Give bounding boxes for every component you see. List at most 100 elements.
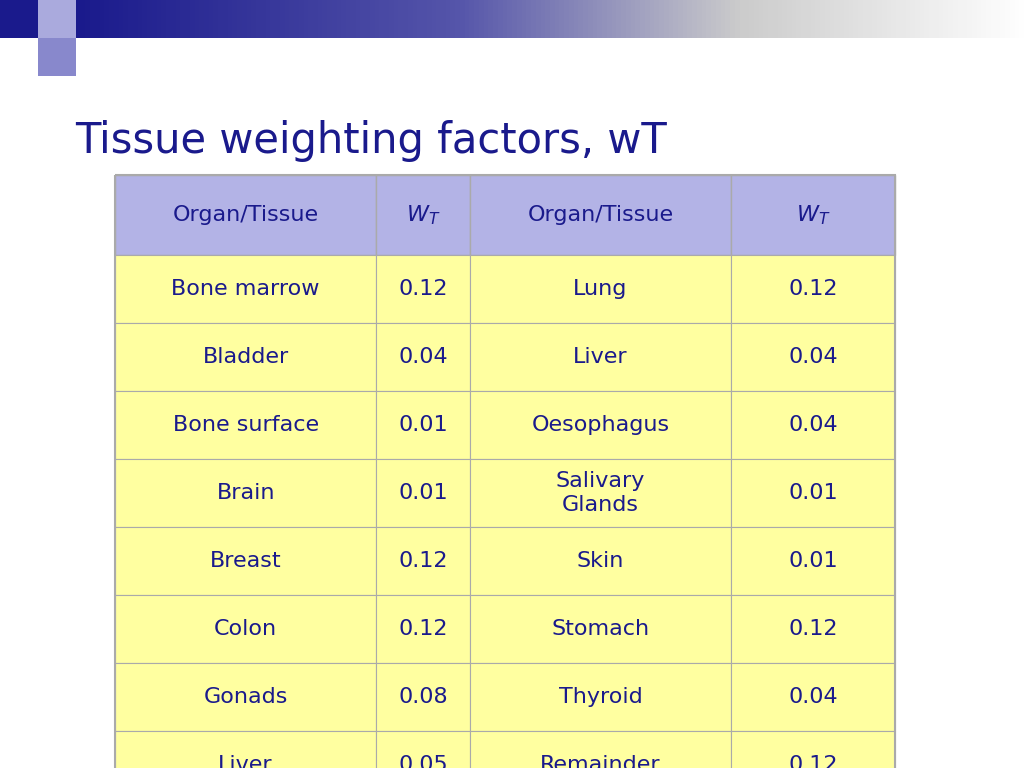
Text: Bone marrow: Bone marrow (171, 279, 319, 299)
Bar (376, 731, 470, 768)
Bar (99, 0, 105, 38)
Bar (137, 0, 143, 38)
Bar (731, 459, 895, 527)
Text: Bladder: Bladder (203, 347, 289, 367)
Bar (242, 0, 248, 38)
Bar (115, 255, 376, 323)
Bar (418, 0, 423, 38)
Text: Colon: Colon (214, 619, 278, 639)
Bar (967, 0, 973, 38)
Bar (815, 0, 821, 38)
Text: 0.01: 0.01 (398, 483, 447, 503)
Bar (376, 255, 470, 323)
Bar (584, 0, 589, 38)
Bar (95, 0, 100, 38)
Bar (739, 0, 745, 38)
Bar (470, 323, 731, 391)
Text: Oesophagus: Oesophagus (531, 415, 670, 435)
Bar (494, 0, 499, 38)
Bar (115, 595, 376, 663)
Bar (731, 175, 895, 255)
Bar (545, 0, 551, 38)
Bar (910, 0, 916, 38)
Bar (531, 0, 537, 38)
Bar (901, 0, 906, 38)
Bar (507, 0, 513, 38)
Bar (829, 0, 836, 38)
Bar (195, 0, 201, 38)
Bar (878, 0, 883, 38)
Text: 0.12: 0.12 (398, 619, 447, 639)
Bar (602, 0, 608, 38)
Bar (867, 0, 873, 38)
Bar (882, 0, 888, 38)
Bar (792, 0, 798, 38)
Bar (597, 0, 603, 38)
Bar (469, 0, 475, 38)
Bar (200, 0, 205, 38)
Bar (654, 0, 660, 38)
Bar (616, 0, 623, 38)
Bar (863, 0, 868, 38)
Bar (479, 0, 484, 38)
Bar (376, 175, 470, 255)
Bar (218, 0, 224, 38)
Bar (972, 0, 978, 38)
Bar (1005, 0, 1011, 38)
Bar (777, 0, 783, 38)
Bar (256, 0, 262, 38)
Bar (166, 0, 172, 38)
Bar (607, 0, 612, 38)
Text: 0.05: 0.05 (398, 755, 447, 768)
Text: Remainder: Remainder (541, 755, 660, 768)
Bar (1010, 0, 1016, 38)
Bar (379, 0, 385, 38)
Bar (470, 595, 731, 663)
Bar (441, 0, 446, 38)
Bar (474, 0, 480, 38)
Bar (0, 0, 38, 38)
Text: Skin: Skin (577, 551, 625, 571)
Text: 0.08: 0.08 (398, 687, 447, 707)
Bar (115, 527, 376, 595)
Text: Organ/Tissue: Organ/Tissue (173, 205, 318, 225)
Bar (697, 0, 702, 38)
Bar (569, 0, 574, 38)
Bar (456, 0, 461, 38)
Bar (550, 0, 556, 38)
Bar (124, 0, 129, 38)
Bar (744, 0, 750, 38)
Text: 0.01: 0.01 (398, 415, 447, 435)
Bar (711, 0, 717, 38)
Bar (731, 527, 895, 595)
Bar (801, 0, 807, 38)
Bar (470, 255, 731, 323)
Bar (692, 0, 698, 38)
Bar (555, 0, 560, 38)
Bar (957, 0, 964, 38)
Text: Stomach: Stomach (552, 619, 649, 639)
Bar (754, 0, 760, 38)
Bar (536, 0, 542, 38)
Bar (422, 0, 428, 38)
Bar (526, 0, 532, 38)
Bar (351, 0, 356, 38)
Bar (370, 0, 376, 38)
Bar (735, 0, 740, 38)
Bar (844, 0, 850, 38)
Bar (204, 0, 210, 38)
Bar (110, 0, 115, 38)
Text: Liver: Liver (218, 755, 273, 768)
Bar (303, 0, 309, 38)
Bar (731, 255, 895, 323)
Text: Breast: Breast (210, 551, 282, 571)
Bar (488, 0, 495, 38)
Bar (232, 0, 239, 38)
Bar (835, 0, 840, 38)
Bar (731, 323, 895, 391)
Bar (470, 459, 731, 527)
Bar (133, 0, 138, 38)
Bar (948, 0, 954, 38)
Bar (797, 0, 802, 38)
Bar (470, 175, 731, 255)
